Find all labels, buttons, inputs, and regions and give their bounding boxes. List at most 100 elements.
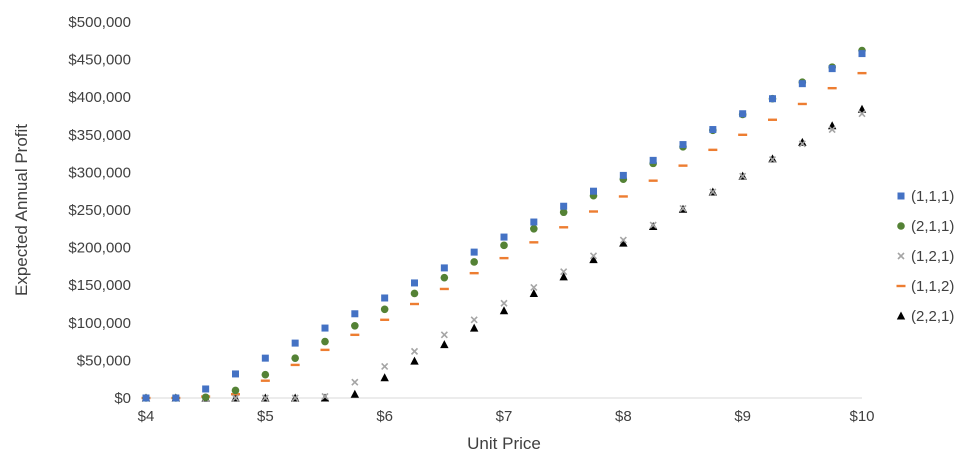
data-point	[350, 333, 360, 337]
legend-marker	[897, 192, 905, 200]
data-point	[648, 179, 658, 182]
data-point	[708, 148, 718, 152]
data-point	[410, 347, 419, 355]
data-point	[679, 141, 687, 149]
x-tick-label: $8	[615, 408, 632, 425]
data-point	[768, 156, 777, 164]
data-point	[351, 322, 359, 330]
data-point	[201, 393, 210, 402]
series-layer	[141, 46, 867, 402]
data-point	[530, 218, 538, 226]
data-point	[619, 238, 628, 247]
data-point	[858, 50, 866, 58]
legend-label: (1,1,1)	[911, 188, 954, 205]
data-point	[560, 202, 568, 210]
data-point	[827, 86, 837, 90]
data-point	[499, 256, 509, 260]
legend-item: (2,2,1)	[896, 308, 954, 325]
data-point	[828, 125, 836, 134]
x-axis-title: Unit Price	[467, 434, 541, 453]
data-point	[380, 305, 389, 314]
y-tick-label: $200,000	[68, 240, 131, 257]
data-point	[798, 140, 806, 148]
data-point	[619, 171, 627, 179]
legend-marker	[897, 222, 905, 230]
data-point	[380, 373, 389, 382]
data-point	[321, 324, 329, 332]
data-point	[768, 154, 777, 163]
data-point	[530, 283, 538, 292]
y-tick-label: $150,000	[68, 277, 131, 294]
x-tick-label: $9	[734, 408, 751, 425]
y-tick-label: $50,000	[77, 352, 131, 369]
y-tick-label: $300,000	[68, 164, 131, 181]
data-point	[709, 188, 717, 196]
data-point	[261, 354, 269, 362]
data-point	[231, 386, 240, 395]
data-point	[559, 272, 568, 281]
series-(2,2,1)	[141, 104, 867, 402]
data-point	[589, 252, 598, 260]
data-point	[679, 204, 687, 213]
x-tick-label: $4	[138, 408, 155, 425]
legend: (1,1,1) (2,1,1) (1,2,1) (1,1,2) (2,2,1)	[896, 188, 954, 325]
y-tick-label: $100,000	[68, 315, 131, 332]
y-axis-title: Expected Annual Profit	[12, 124, 31, 296]
data-point	[769, 95, 776, 103]
legend-marker	[897, 252, 905, 260]
data-point	[232, 370, 239, 378]
legend-item: (1,1,2)	[896, 278, 954, 295]
legend-label: (2,1,1)	[911, 218, 954, 235]
data-point	[291, 354, 299, 362]
data-point	[469, 271, 479, 275]
data-point	[590, 187, 597, 195]
data-point	[172, 394, 180, 402]
y-tick-label: $450,000	[68, 52, 131, 69]
data-point	[709, 126, 717, 134]
series-(1,1,1)	[142, 50, 866, 402]
data-point	[827, 121, 837, 130]
series-(2,1,1)	[142, 46, 866, 402]
data-point	[470, 316, 478, 324]
data-point	[440, 264, 448, 272]
data-point	[351, 378, 359, 386]
data-point	[530, 225, 538, 233]
data-point	[291, 339, 299, 347]
data-point	[500, 233, 508, 241]
data-point	[618, 195, 628, 198]
legend-marker	[896, 311, 906, 320]
y-axis-ticks: $0 $50,000 $100,000 $150,000 $200,000 $250,00…	[68, 14, 131, 407]
data-point	[261, 370, 270, 379]
data-point	[589, 210, 598, 213]
data-point	[619, 236, 627, 244]
data-point	[739, 110, 747, 118]
data-point	[500, 299, 508, 307]
data-point	[857, 71, 867, 75]
data-point	[261, 394, 269, 402]
data-point	[589, 255, 598, 264]
legend-label: (1,2,1)	[911, 248, 954, 265]
data-point	[470, 248, 478, 256]
legend-item: (1,1,1)	[897, 188, 954, 205]
data-point	[142, 394, 150, 402]
data-point	[381, 362, 389, 370]
data-point	[231, 394, 240, 402]
data-point	[410, 356, 419, 365]
y-tick-label: $0	[114, 390, 131, 407]
data-point	[321, 337, 329, 346]
x-axis-ticks: $4 $5 $6 $7 $8 $9 $10	[138, 408, 875, 425]
y-tick-label: $500,000	[68, 14, 131, 31]
data-point	[559, 226, 569, 229]
data-point	[440, 340, 449, 349]
data-point	[500, 241, 508, 250]
legend-marker	[896, 284, 906, 288]
x-tick-label: $5	[257, 408, 274, 425]
data-point	[440, 331, 448, 339]
data-point	[260, 379, 270, 382]
series-(1,2,1)	[142, 110, 866, 402]
data-point	[410, 289, 419, 298]
data-point	[678, 164, 688, 167]
data-point	[202, 385, 210, 393]
